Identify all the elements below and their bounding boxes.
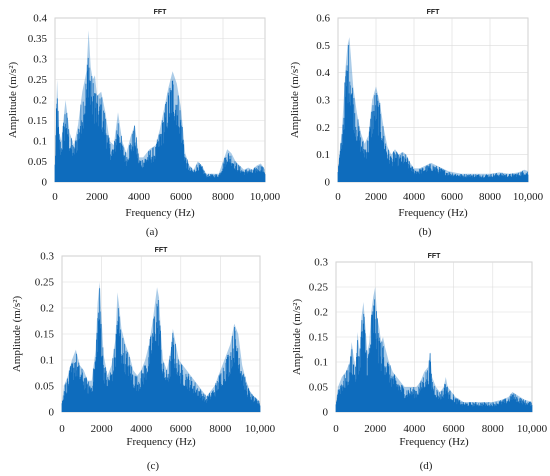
x-tick-label: 8000	[479, 191, 502, 203]
chart-title: FFT	[428, 253, 442, 260]
x-tick-label: 0	[333, 423, 339, 435]
x-tick-label: 10,000	[250, 191, 281, 203]
panel-label: (d)	[420, 460, 433, 472]
y-tick-label: 0	[49, 407, 55, 419]
spectrum-series	[61, 288, 261, 412]
x-tick-label: 4000	[130, 423, 153, 435]
y-tick-label: 0.3	[314, 257, 328, 269]
y-axis-label: Amplitude (m/s²)	[291, 299, 303, 376]
chart-title: FFT	[155, 247, 169, 254]
y-tick-label: 0.25	[28, 74, 48, 86]
panel-label: (b)	[419, 226, 432, 238]
y-tick-label: 0.1	[316, 149, 330, 161]
y-tick-label: 0.35	[28, 33, 48, 45]
y-tick-label: 0.1	[314, 357, 328, 369]
x-axis-label: Frequency (Hz)	[399, 436, 469, 448]
panel-label: (c)	[147, 460, 160, 472]
x-tick-label: 4000	[403, 423, 426, 435]
x-tick-label: 10,000	[245, 423, 276, 435]
y-tick-label: 0.3	[40, 251, 54, 263]
spectrum-envelope	[62, 282, 260, 412]
y-tick-label: 0.1	[33, 136, 47, 148]
x-axis-label: Frequency (Hz)	[126, 436, 196, 448]
x-axis-label: Frequency (Hz)	[398, 207, 468, 219]
x-tick-label: 0	[52, 191, 58, 203]
x-tick-label: 4000	[128, 191, 151, 203]
y-tick-label: 0.2	[40, 303, 54, 315]
y-tick-label: 0.2	[33, 95, 47, 107]
spectrum-envelope	[55, 30, 265, 182]
x-tick-label: 8000	[209, 423, 232, 435]
chart-panel: 0 0.05 0.1 0.15 0.2 0.25 0.3 0.35 0.4 0 2000 4000 60…	[7, 9, 281, 238]
y-tick-label: 0.1	[40, 355, 54, 367]
x-tick-label: 0	[59, 423, 65, 435]
y-tick-label: 0.25	[309, 282, 329, 294]
y-tick-label: 0.5	[316, 40, 330, 52]
y-tick-label: 0.05	[35, 381, 55, 393]
y-tick-label: 0.15	[35, 329, 55, 341]
x-tick-label: 2000	[364, 423, 387, 435]
x-tick-label: 10,000	[513, 191, 544, 203]
x-axis-label: Frequency (Hz)	[125, 207, 195, 219]
chart-title: FFT	[427, 9, 441, 16]
spectrum-series	[54, 57, 266, 182]
panel-label: (a)	[146, 226, 159, 238]
x-tick-label: 4000	[403, 191, 426, 203]
y-tick-label: 0.4	[33, 13, 47, 25]
y-tick-label: 0	[325, 177, 331, 189]
y-tick-label: 0.2	[316, 122, 330, 134]
x-tick-label: 2000	[91, 423, 114, 435]
y-axis-label: Amplitude (m/s²)	[7, 62, 19, 139]
y-tick-label: 0.3	[316, 95, 330, 107]
x-tick-label: 6000	[443, 423, 466, 435]
x-tick-label: 0	[335, 191, 341, 203]
spectrum-series	[337, 44, 529, 182]
x-tick-label: 8000	[482, 423, 505, 435]
spectrum-series	[335, 299, 533, 412]
chart-panel: 0 0.1 0.2 0.3 0.4 0.5 0.6 0 2000 4000 6000 8000 10,0…	[289, 9, 544, 238]
y-axis-label: Amplitude (m/s²)	[289, 62, 301, 139]
y-tick-label: 0.15	[28, 115, 48, 127]
y-tick-label: 0.05	[309, 382, 329, 394]
y-tick-label: 0	[42, 177, 48, 189]
y-tick-label: 0.15	[309, 332, 329, 344]
x-tick-label: 6000	[441, 191, 464, 203]
x-tick-label: 6000	[170, 423, 193, 435]
y-axis-label: Amplitude (m/s²)	[11, 296, 23, 373]
y-tick-label: 0	[323, 407, 329, 419]
y-tick-label: 0.4	[316, 67, 330, 79]
spectrum-envelope	[336, 287, 532, 412]
y-tick-label: 0.25	[35, 277, 55, 289]
y-tick-label: 0.2	[314, 307, 328, 319]
x-tick-label: 10,000	[517, 423, 548, 435]
spectrum-envelope	[338, 37, 528, 182]
chart-panel: 0 0.05 0.1 0.15 0.2 0.25 0.3 0 2000 4000 6000 8000 1…	[291, 253, 548, 472]
x-tick-label: 8000	[212, 191, 235, 203]
x-tick-label: 2000	[365, 191, 388, 203]
y-tick-label: 0.3	[33, 54, 47, 66]
y-tick-label: 0.6	[316, 13, 330, 25]
y-tick-label: 0.05	[28, 156, 48, 168]
x-tick-label: 2000	[86, 191, 109, 203]
x-tick-label: 6000	[170, 191, 193, 203]
chart-panel: 0 0.05 0.1 0.15 0.2 0.25 0.3 0 2000 4000 6000 8000 1…	[11, 247, 276, 472]
chart-title: FFT	[154, 9, 168, 16]
